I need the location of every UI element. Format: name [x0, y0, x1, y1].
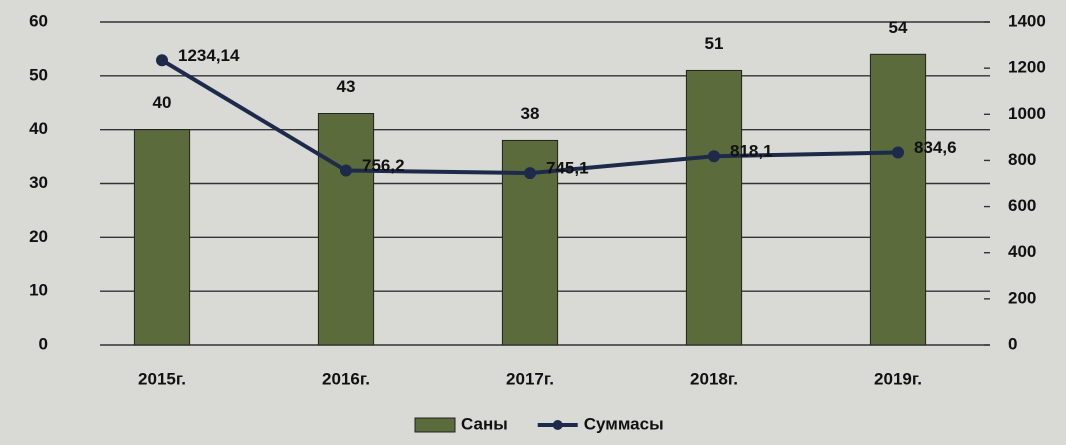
line-point — [708, 150, 720, 163]
y-tick-label: 10 — [29, 281, 48, 300]
y-tick-label: 40 — [29, 119, 48, 138]
bar-value-label: 40 — [153, 93, 172, 112]
x-tick-label: 2017г. — [506, 369, 554, 388]
x-tick-label: 2016г. — [322, 369, 370, 388]
line-value-label: 745,1 — [546, 159, 589, 178]
legend-marker — [552, 420, 563, 430]
line-value-label: 756,2 — [362, 156, 405, 175]
bar-value-label: 43 — [337, 77, 356, 96]
bar — [133, 129, 191, 346]
line-point — [524, 167, 536, 180]
y2-tick-label: 0 — [1008, 334, 1017, 353]
y-tick-label: 50 — [29, 65, 48, 84]
line-point — [340, 164, 352, 177]
line-value-label: 834,6 — [914, 138, 957, 157]
bar-value-label: 51 — [705, 34, 724, 53]
line-point — [892, 146, 904, 159]
line-value-label: 1234,14 — [178, 46, 240, 65]
x-tick-label: 2018г. — [690, 369, 738, 388]
y2-tick-label: 200 — [1008, 288, 1036, 307]
bar — [317, 113, 375, 346]
y2-tick-label: 600 — [1008, 196, 1036, 215]
bar — [685, 69, 743, 346]
x-tick-label: 2019г. — [874, 369, 922, 388]
line-value-label: 818,1 — [730, 142, 773, 161]
y-tick-label: 20 — [29, 227, 48, 246]
y2-tick-label: 400 — [1008, 242, 1036, 261]
y-tick-label: 60 — [29, 11, 48, 30]
y2-tick-label: 1400 — [1008, 11, 1046, 30]
bar — [869, 53, 927, 346]
y2-tick-label: 1000 — [1008, 104, 1046, 123]
y2-tick-label: 800 — [1008, 150, 1036, 169]
bar-value-label: 38 — [521, 104, 540, 123]
x-tick-label: 2015г. — [138, 369, 186, 388]
legend-swatch — [414, 417, 456, 433]
y-tick-label: 0 — [39, 334, 48, 353]
legend-label: Суммасы — [584, 414, 664, 433]
bar-value-label: 54 — [889, 18, 908, 37]
y-tick-label: 30 — [29, 173, 48, 192]
line-point — [156, 54, 168, 67]
y2-tick-label: 1200 — [1008, 58, 1046, 77]
legend-label: Саны — [461, 414, 508, 433]
